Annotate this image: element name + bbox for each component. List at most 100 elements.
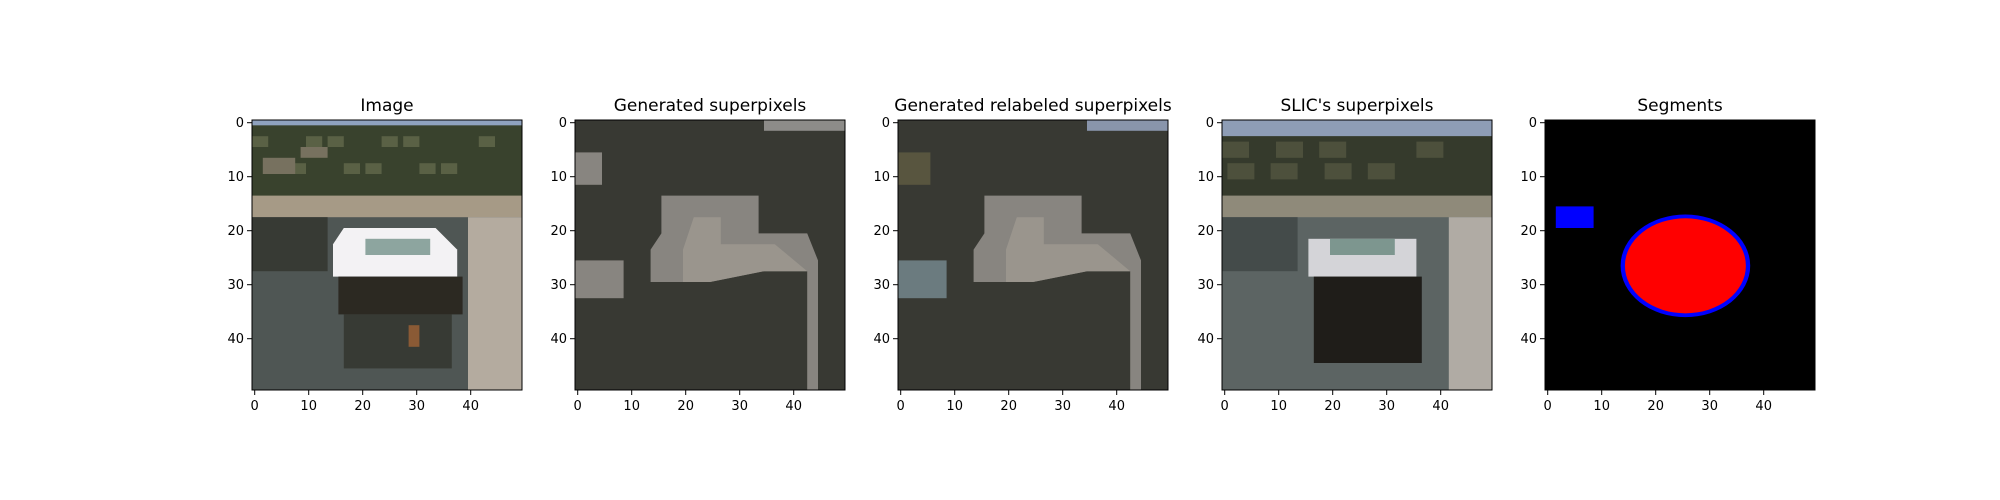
superpixel-left xyxy=(575,152,602,185)
panel-image-segments xyxy=(1545,120,1815,390)
x-tick-label: 30 xyxy=(1701,399,1718,414)
y-tick-label: 10 xyxy=(1520,170,1537,185)
y-tick-label: 40 xyxy=(227,332,244,347)
x-tick-label: 0 xyxy=(897,399,905,414)
panel-image-relabeled xyxy=(898,120,1168,390)
x-tick-label: 10 xyxy=(300,399,317,414)
tree-highlight xyxy=(306,136,323,147)
water-shadow xyxy=(252,217,328,272)
x-tick-label: 30 xyxy=(408,399,425,414)
tree-highlight xyxy=(252,136,269,147)
y-tick-label: 20 xyxy=(1520,224,1537,239)
house-block xyxy=(300,147,328,158)
slic-tree-patch xyxy=(1227,163,1255,180)
x-tick-label: 20 xyxy=(1647,399,1664,414)
y-tick-label: 30 xyxy=(873,278,890,293)
panel-title: Generated superpixels xyxy=(614,96,807,116)
x-tick-label: 40 xyxy=(1432,399,1449,414)
x-tick-label: 30 xyxy=(1378,399,1395,414)
x-tick-label: 40 xyxy=(1755,399,1772,414)
x-tick-label: 0 xyxy=(251,399,259,414)
y-tick-label: 10 xyxy=(227,170,244,185)
slic-tree-patch xyxy=(1222,141,1249,158)
y-tick-label: 20 xyxy=(550,224,567,239)
y-tick-label: 40 xyxy=(1197,332,1214,347)
panel-image-image xyxy=(252,120,522,390)
y-tick-label: 0 xyxy=(882,116,890,131)
y-tick-label: 40 xyxy=(550,332,567,347)
slic-trees xyxy=(1222,136,1492,201)
panel-image-slic xyxy=(1222,120,1492,390)
superpixel-sky xyxy=(764,120,845,131)
x-tick-label: 40 xyxy=(785,399,802,414)
panel-title: SLIC's superpixels xyxy=(1280,96,1433,116)
x-tick-label: 0 xyxy=(1221,399,1229,414)
slic-water-dark xyxy=(1222,217,1298,272)
panel-relabeled: Generated relabeled superpixels 0 10 20 30 40… xyxy=(873,96,1171,414)
panel-segments: Segments 0 10 20 30 40 0 10 20 30 40 xyxy=(1520,96,1816,414)
tree-highlight xyxy=(381,136,398,147)
x-tick-label: 40 xyxy=(462,399,479,414)
tree-highlight xyxy=(441,163,458,174)
tree-highlight xyxy=(343,163,360,174)
y-tick-label: 20 xyxy=(873,224,890,239)
rust-reflection xyxy=(408,325,420,347)
boat-hull xyxy=(338,276,463,315)
axes-frame xyxy=(897,119,1169,391)
x-tick-label: 0 xyxy=(574,399,582,414)
superpixel-left-lower xyxy=(575,260,624,299)
x-tick-label: 0 xyxy=(1544,399,1552,414)
superpixel-boat-inner xyxy=(683,217,808,282)
axes-frame xyxy=(1544,119,1816,391)
slic-pier xyxy=(1448,217,1492,390)
x-tick-label: 20 xyxy=(354,399,371,414)
axes-frame xyxy=(1221,119,1493,391)
x-tick-label: 20 xyxy=(677,399,694,414)
x-tick-label: 10 xyxy=(623,399,640,414)
superpixel-left-lower xyxy=(898,260,947,299)
tree-highlight xyxy=(289,163,306,174)
tree-highlight xyxy=(419,163,436,174)
y-tick-label: 30 xyxy=(550,278,567,293)
panel-title: Image xyxy=(360,96,413,116)
panel-title: Generated relabeled superpixels xyxy=(894,96,1172,116)
y-tick-label: 30 xyxy=(227,278,244,293)
y-tick-label: 20 xyxy=(1197,224,1214,239)
axes-frame xyxy=(251,119,523,391)
tree-highlight xyxy=(478,136,495,147)
shore-strip xyxy=(252,195,522,218)
x-tick-label: 10 xyxy=(946,399,963,414)
sky-strip xyxy=(252,120,522,126)
x-tick-label: 10 xyxy=(1593,399,1610,414)
x-tick-label: 30 xyxy=(1054,399,1071,414)
y-tick-label: 0 xyxy=(1206,116,1214,131)
x-tick-label: 40 xyxy=(1108,399,1125,414)
y-tick-label: 10 xyxy=(1197,170,1214,185)
segment-blue xyxy=(1555,206,1594,228)
y-tick-label: 0 xyxy=(1529,116,1537,131)
house-block xyxy=(262,157,296,174)
x-tick-label: 30 xyxy=(731,399,748,414)
y-tick-label: 0 xyxy=(236,116,244,131)
tree-highlight xyxy=(327,136,344,147)
y-tick-label: 30 xyxy=(1520,278,1537,293)
slic-tree-patch xyxy=(1324,163,1352,180)
slic-shore xyxy=(1222,195,1492,218)
slic-tree-patch xyxy=(1276,141,1303,158)
superpixel-sky xyxy=(1087,120,1168,131)
slic-tree-patch xyxy=(1319,141,1347,158)
segment-red xyxy=(1624,218,1746,314)
x-tick-label: 20 xyxy=(1324,399,1341,414)
slic-tree-patch xyxy=(1270,163,1298,180)
panel-slic: SLIC's superpixels 0 10 20 30 40 0 10 20 30 40 xyxy=(1197,96,1493,414)
y-tick-label: 20 xyxy=(227,224,244,239)
tree-highlight xyxy=(403,136,420,147)
superpixel-left xyxy=(898,152,931,185)
slic-boat-glass xyxy=(1330,238,1395,255)
y-tick-label: 40 xyxy=(1520,332,1537,347)
pier xyxy=(468,217,522,390)
y-tick-label: 10 xyxy=(873,170,890,185)
x-tick-label: 10 xyxy=(1270,399,1287,414)
y-tick-label: 30 xyxy=(1197,278,1214,293)
